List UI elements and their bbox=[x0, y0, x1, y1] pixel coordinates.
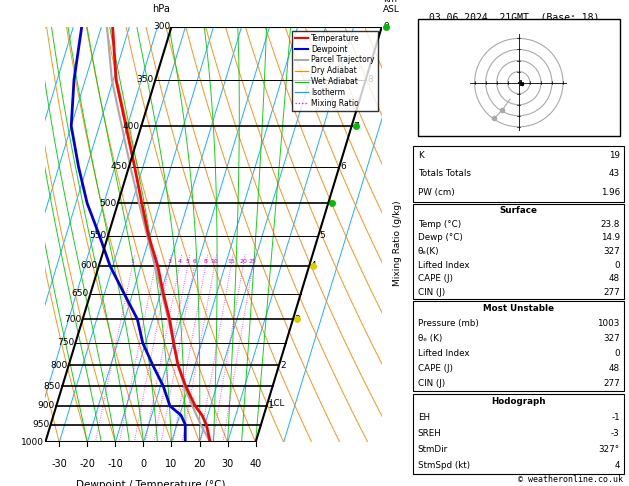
Text: 0: 0 bbox=[614, 349, 620, 358]
Text: km
ASL: km ASL bbox=[383, 0, 400, 14]
Text: -20: -20 bbox=[79, 459, 95, 469]
Text: 900: 900 bbox=[38, 401, 55, 410]
Text: 8: 8 bbox=[367, 75, 373, 85]
Text: StmDir: StmDir bbox=[418, 445, 448, 454]
Bar bbox=[413, 204, 625, 299]
Text: 03.06.2024  21GMT  (Base: 18): 03.06.2024 21GMT (Base: 18) bbox=[429, 12, 599, 22]
Text: Mixing Ratio (g/kg): Mixing Ratio (g/kg) bbox=[393, 200, 402, 286]
Text: 8: 8 bbox=[204, 259, 208, 264]
Text: 15: 15 bbox=[227, 259, 235, 264]
Text: 1000: 1000 bbox=[21, 438, 44, 447]
Text: kt: kt bbox=[423, 24, 431, 34]
Text: 450: 450 bbox=[111, 162, 128, 171]
Text: 700: 700 bbox=[64, 314, 81, 324]
Text: PW (cm): PW (cm) bbox=[418, 188, 455, 197]
Text: 5: 5 bbox=[320, 231, 325, 241]
Text: 40: 40 bbox=[250, 459, 262, 469]
Text: Surface: Surface bbox=[500, 207, 538, 215]
Text: 550: 550 bbox=[89, 231, 106, 241]
Text: CAPE (J): CAPE (J) bbox=[418, 274, 453, 283]
Text: 30: 30 bbox=[221, 459, 234, 469]
Text: -10: -10 bbox=[108, 459, 123, 469]
Text: 327°: 327° bbox=[599, 445, 620, 454]
Text: EH: EH bbox=[418, 413, 430, 422]
Text: 2: 2 bbox=[281, 361, 286, 370]
Text: Dewpoint / Temperature (°C): Dewpoint / Temperature (°C) bbox=[75, 480, 225, 486]
Text: 950: 950 bbox=[32, 420, 49, 429]
Text: 20: 20 bbox=[193, 459, 206, 469]
Text: 10: 10 bbox=[165, 459, 177, 469]
Text: CIN (J): CIN (J) bbox=[418, 288, 445, 296]
Text: 1: 1 bbox=[268, 401, 274, 410]
Text: -1: -1 bbox=[611, 413, 620, 422]
Text: 6: 6 bbox=[192, 259, 196, 264]
Text: θₑ(K): θₑ(K) bbox=[418, 247, 440, 256]
Bar bbox=[413, 146, 625, 202]
Text: 48: 48 bbox=[609, 274, 620, 283]
Text: 327: 327 bbox=[603, 247, 620, 256]
Text: 25: 25 bbox=[248, 259, 257, 264]
Text: 4: 4 bbox=[311, 261, 316, 270]
Text: © weatheronline.co.uk: © weatheronline.co.uk bbox=[518, 474, 623, 484]
Text: 400: 400 bbox=[123, 122, 140, 131]
Text: 3: 3 bbox=[167, 259, 171, 264]
Text: -30: -30 bbox=[52, 459, 67, 469]
Text: 800: 800 bbox=[50, 361, 67, 370]
Text: 327: 327 bbox=[603, 334, 620, 343]
Text: Dewp (°C): Dewp (°C) bbox=[418, 233, 463, 243]
Text: 19: 19 bbox=[609, 151, 620, 159]
Text: 277: 277 bbox=[603, 379, 620, 388]
Text: Temp (°C): Temp (°C) bbox=[418, 220, 461, 229]
Text: 850: 850 bbox=[43, 382, 61, 391]
Text: 43: 43 bbox=[609, 169, 620, 178]
Bar bbox=[413, 394, 625, 474]
Text: 1003: 1003 bbox=[598, 319, 620, 329]
Text: 3: 3 bbox=[294, 314, 300, 324]
Text: 1: 1 bbox=[130, 259, 134, 264]
Text: Pressure (mb): Pressure (mb) bbox=[418, 319, 479, 329]
Text: Totals Totals: Totals Totals bbox=[418, 169, 470, 178]
Text: 650: 650 bbox=[72, 289, 89, 298]
Bar bbox=[418, 19, 620, 136]
Text: 350: 350 bbox=[136, 75, 154, 85]
Text: 48: 48 bbox=[609, 364, 620, 373]
Text: StmSpd (kt): StmSpd (kt) bbox=[418, 461, 470, 470]
Text: 6: 6 bbox=[341, 162, 347, 171]
Text: 277: 277 bbox=[603, 288, 620, 296]
Text: 300: 300 bbox=[153, 22, 170, 31]
Text: 5: 5 bbox=[186, 259, 189, 264]
Text: 500: 500 bbox=[99, 199, 116, 208]
Text: K: K bbox=[418, 151, 423, 159]
Text: 600: 600 bbox=[80, 261, 97, 270]
Text: 20: 20 bbox=[239, 259, 247, 264]
Text: 10: 10 bbox=[211, 259, 218, 264]
Text: 23.8: 23.8 bbox=[601, 220, 620, 229]
Text: LCL: LCL bbox=[269, 399, 284, 408]
Text: 4: 4 bbox=[615, 461, 620, 470]
Text: 0: 0 bbox=[614, 260, 620, 270]
Text: SREH: SREH bbox=[418, 429, 442, 438]
Text: 7: 7 bbox=[353, 122, 359, 131]
Text: CAPE (J): CAPE (J) bbox=[418, 364, 453, 373]
Text: Hodograph: Hodograph bbox=[491, 397, 546, 406]
Legend: Temperature, Dewpoint, Parcel Trajectory, Dry Adiabat, Wet Adiabat, Isotherm, Mi: Temperature, Dewpoint, Parcel Trajectory… bbox=[292, 31, 378, 111]
Text: Lifted Index: Lifted Index bbox=[418, 349, 469, 358]
Text: Lifted Index: Lifted Index bbox=[418, 260, 469, 270]
Text: 750: 750 bbox=[57, 338, 74, 347]
Bar bbox=[413, 301, 625, 391]
Text: 2: 2 bbox=[153, 259, 157, 264]
Text: Most Unstable: Most Unstable bbox=[483, 304, 554, 313]
Text: 0: 0 bbox=[140, 459, 147, 469]
Text: 9: 9 bbox=[383, 22, 389, 31]
Text: θₑ (K): θₑ (K) bbox=[418, 334, 442, 343]
Text: CIN (J): CIN (J) bbox=[418, 379, 445, 388]
Text: hPa: hPa bbox=[152, 4, 170, 14]
Text: 1.96: 1.96 bbox=[601, 188, 620, 197]
Text: 4: 4 bbox=[177, 259, 181, 264]
Text: -3: -3 bbox=[611, 429, 620, 438]
Text: 14.9: 14.9 bbox=[601, 233, 620, 243]
